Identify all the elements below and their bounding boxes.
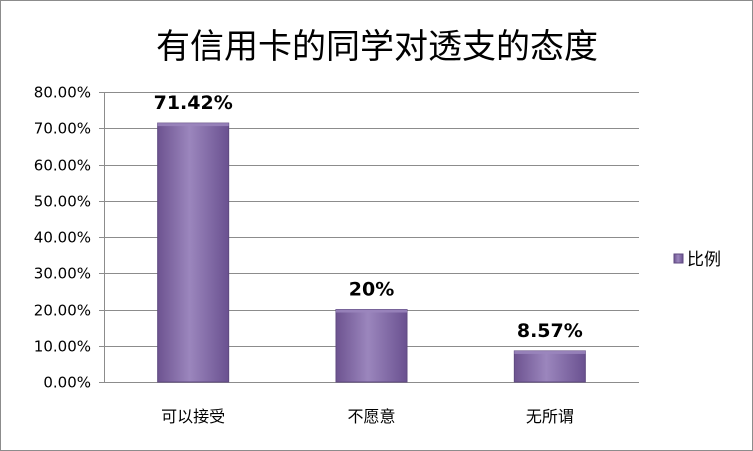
y-tick-label: 10.00% [34,338,91,356]
x-axis-category-labels: 可以接受 不愿意 无所谓 [161,407,574,426]
y-tick-label: 50.00% [34,193,91,211]
y-axis-tick-labels: 0.00% 10.00% 20.00% 30.00% 40.00% 50.00% 60.00… [34,84,91,392]
data-label: 20% [349,279,394,301]
y-tick-label: 0.00% [43,374,91,392]
x-category-label: 无所谓 [526,407,574,426]
y-tick-label: 80.00% [34,84,91,102]
legend-label: 比例 [687,250,721,270]
y-tick-label: 20.00% [34,302,91,320]
x-category-label: 不愿意 [347,407,395,426]
x-category-label: 可以接受 [161,407,225,426]
bar [513,350,586,383]
bar [157,122,230,383]
bars [157,122,586,383]
legend-swatch [673,253,684,264]
data-label: 8.57% [517,320,583,342]
data-label: 71.42% [154,92,233,114]
bar-top-highlight [157,123,229,127]
bar [335,309,408,383]
legend: 比例 [673,250,721,270]
bar-top-highlight [336,309,407,313]
y-tick-label: 70.00% [34,120,91,138]
data-labels: 71.42% 20% 8.57% [154,92,583,342]
y-tick-label: 40.00% [34,229,91,247]
y-tick-label: 60.00% [34,157,91,175]
chart-title: 有信用卡的同学对透支的态度 [156,27,598,67]
y-tick-label: 30.00% [34,265,91,283]
bar-top-highlight [514,350,586,354]
